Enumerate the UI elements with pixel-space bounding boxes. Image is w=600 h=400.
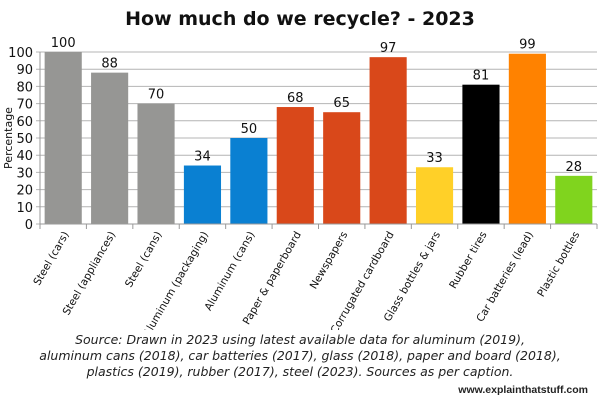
data-label: 34 <box>194 150 211 165</box>
data-label: 70 <box>148 88 165 103</box>
bar <box>462 84 500 225</box>
bar <box>137 103 175 224</box>
y-tick-label: 10 <box>16 201 33 216</box>
bar <box>183 165 222 224</box>
website-credit: www.explainthatstuff.com <box>458 384 588 396</box>
y-tick-label: 50 <box>16 132 33 147</box>
data-label: 65 <box>333 96 350 111</box>
data-label: 99 <box>519 38 536 53</box>
bar <box>369 57 407 224</box>
source-caption: Source: Drawn in 2023 using latest avail… <box>0 332 600 380</box>
bar <box>415 167 454 224</box>
chart-title: How much do we recycle? - 2023 <box>125 8 475 30</box>
y-tick-label: 100 <box>8 46 33 61</box>
data-label: 50 <box>241 122 258 137</box>
y-tick-label: 20 <box>16 184 33 199</box>
y-tick-label: 90 <box>16 63 33 78</box>
x-tick-label: Aluminum (cans) <box>202 230 257 313</box>
bar <box>508 53 546 224</box>
bar <box>230 138 268 224</box>
bar <box>323 112 361 224</box>
data-label: 81 <box>473 69 490 84</box>
x-tick-label: Steel (cars) <box>31 230 71 288</box>
data-label: 97 <box>380 41 397 56</box>
bar <box>91 72 129 224</box>
x-tick-label: Rubber tires <box>447 230 489 291</box>
y-tick-label: 30 <box>16 166 33 181</box>
x-tick-label: Newspapers <box>308 230 351 292</box>
source-line: plastics (2019), rubber (2017), steel (2… <box>86 364 514 379</box>
source-line: aluminum cans (2018), car batteries (201… <box>39 348 561 363</box>
bar <box>276 107 314 224</box>
y-tick-label: 0 <box>25 218 33 233</box>
data-label: 28 <box>566 160 583 175</box>
y-axis-label: Percentage <box>2 107 15 169</box>
data-label: 68 <box>287 91 304 106</box>
bar <box>44 52 82 224</box>
y-tick-label: 80 <box>16 80 33 95</box>
source-line: Source: Drawn in 2023 using latest avail… <box>75 332 525 347</box>
data-label: 100 <box>51 36 76 51</box>
x-tick-label: Steel (cans) <box>123 230 165 290</box>
x-tick-label: Plastic bottles <box>535 230 582 300</box>
y-tick-label: 40 <box>16 149 33 164</box>
y-tick-label: 60 <box>16 115 33 130</box>
bar-chart: 0 10 20 30 40 50 60 70 80 90 100 Percentage 100 Steel… <box>2 36 598 330</box>
x-tick-label: Steel (appliances) <box>61 230 119 318</box>
data-label: 88 <box>101 57 118 72</box>
y-tick-label: 70 <box>16 98 33 113</box>
bar <box>555 175 593 224</box>
data-label: 33 <box>426 151 443 166</box>
